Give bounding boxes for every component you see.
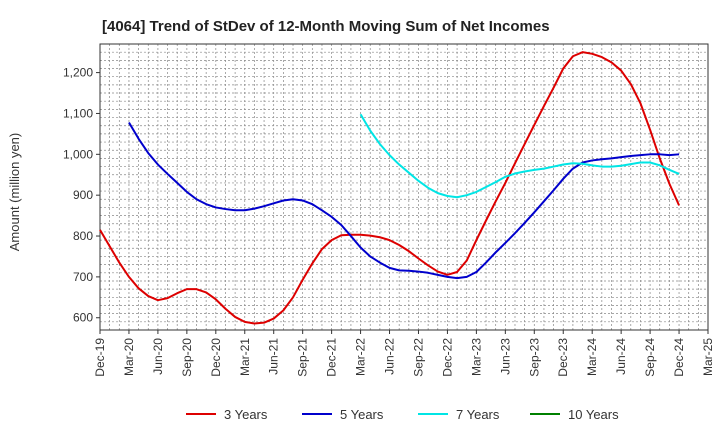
x-tick-label: Sep-21 [296, 338, 310, 377]
series-line-3-years [99, 51, 680, 325]
y-tick-label: 1,200 [63, 66, 93, 80]
x-tick-label: Dec-21 [325, 338, 339, 377]
x-tick-label: Mar-22 [354, 338, 368, 376]
x-tick-label: Jun-22 [383, 338, 397, 375]
y-tick-label: 1,100 [63, 106, 93, 120]
x-tick-label: Jun-20 [151, 338, 165, 375]
x-tick-label: Sep-22 [411, 338, 425, 377]
y-tick-label: 1,000 [63, 147, 93, 161]
x-tick-label: Dec-24 [672, 338, 686, 377]
x-tick-label: Mar-25 [701, 338, 715, 376]
chart-title: [4064] Trend of StDev of 12-Month Moving… [102, 18, 550, 35]
legend-label-5-years: 5 Years [340, 407, 384, 422]
y-tick-label: 800 [73, 229, 93, 243]
x-axis: Dec-19 Mar-20 Jun-20 Sep-20 Dec-20 Mar-21 Jun-… [93, 330, 715, 377]
y-axis-label: Amount (million yen) [7, 133, 22, 252]
x-tick-label: Mar-21 [238, 338, 252, 376]
x-tick-label: Dec-20 [209, 338, 223, 377]
x-tick-label: Sep-24 [643, 338, 657, 377]
y-tick-label: 900 [73, 188, 93, 202]
x-tick-label: Jun-24 [614, 338, 628, 375]
series-line-5-years [128, 121, 680, 280]
x-tick-label: Mar-23 [469, 338, 483, 376]
x-tick-label: Dec-22 [440, 338, 454, 377]
legend: 3 Years 5 Years 7 Years 10 Years [186, 407, 619, 422]
x-tick-label: Mar-24 [585, 338, 599, 376]
series-line-7-years [359, 113, 680, 199]
y-tick-label: 700 [73, 270, 93, 284]
x-tick-label: Jun-21 [267, 338, 281, 375]
plot-frame [99, 43, 709, 331]
x-tick-label: Sep-23 [527, 338, 541, 377]
legend-label-3-years: 3 Years [224, 407, 268, 422]
x-tick-label: Sep-20 [180, 338, 194, 377]
x-tick-label: Jun-23 [498, 338, 512, 375]
legend-label-7-years: 7 Years [456, 407, 500, 422]
x-tick-label: Mar-20 [122, 338, 136, 376]
x-tick-label: Dec-23 [556, 338, 570, 377]
y-axis: 600 700 800 900 1,000 1,100 1,200 [63, 66, 100, 325]
series-lines [99, 51, 680, 325]
x-tick-label: Dec-19 [93, 338, 107, 377]
legend-label-10-years: 10 Years [568, 407, 619, 422]
grid [99, 43, 709, 331]
y-tick-label: 600 [73, 311, 93, 325]
